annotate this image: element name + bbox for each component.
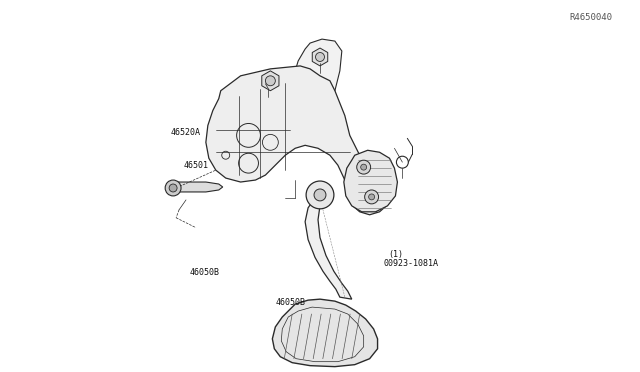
Polygon shape [305, 196, 352, 299]
Circle shape [369, 194, 374, 200]
Text: R4650040: R4650040 [569, 13, 612, 22]
Text: 46050B: 46050B [190, 268, 220, 277]
Text: 46520A: 46520A [171, 128, 201, 137]
Circle shape [306, 181, 334, 209]
Circle shape [266, 76, 275, 86]
Text: 46050B: 46050B [276, 298, 305, 307]
Polygon shape [206, 66, 392, 215]
Polygon shape [290, 39, 342, 131]
Text: 46501: 46501 [184, 161, 209, 170]
Circle shape [165, 180, 181, 196]
Circle shape [316, 52, 324, 61]
Polygon shape [273, 299, 378, 367]
Circle shape [314, 189, 326, 201]
Polygon shape [176, 182, 223, 192]
Polygon shape [312, 48, 328, 66]
Text: (1): (1) [388, 250, 403, 259]
Circle shape [361, 164, 367, 170]
Circle shape [169, 184, 177, 192]
Polygon shape [262, 71, 279, 91]
Text: 00923-1081A: 00923-1081A [383, 259, 438, 268]
Circle shape [365, 190, 378, 204]
Polygon shape [344, 150, 397, 212]
Circle shape [356, 160, 371, 174]
